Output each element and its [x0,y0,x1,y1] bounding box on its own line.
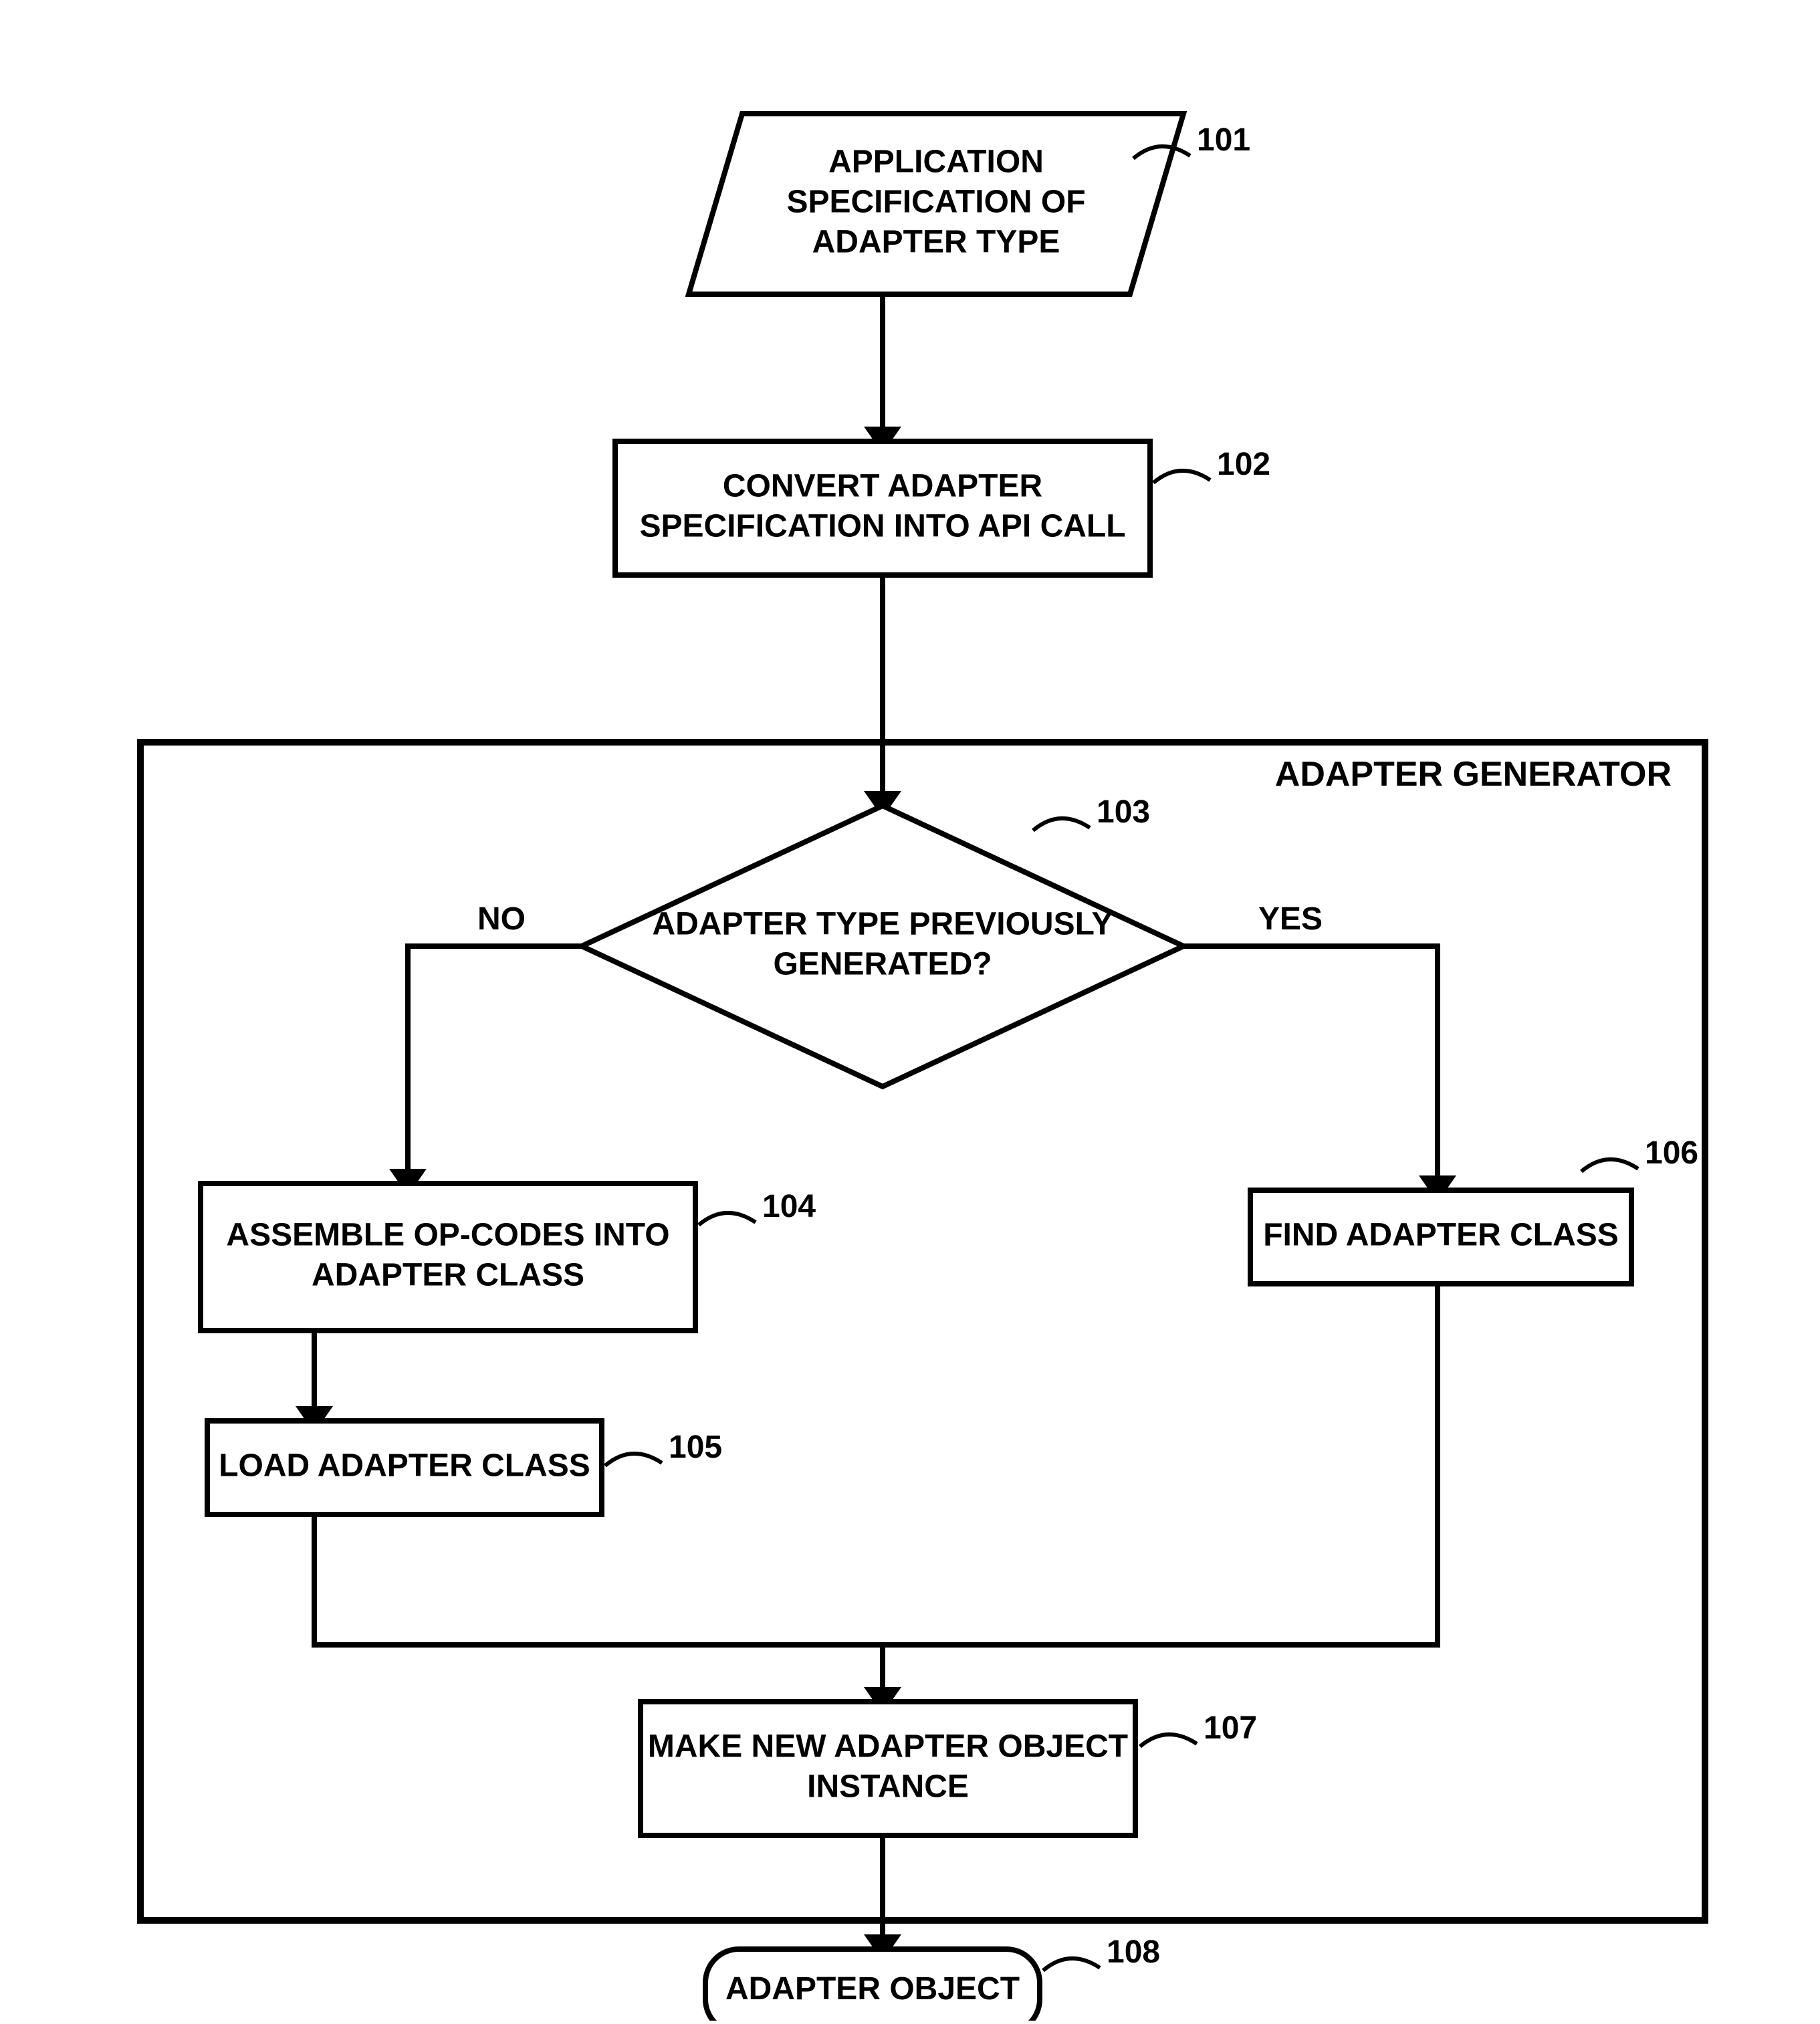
ref-label-n103: 103 [1097,794,1150,830]
ref-leader-n105 [605,1454,662,1466]
node-text-n101: SPECIFICATION OF [786,185,1085,220]
ref-leader-n103 [1033,818,1090,830]
ref-label-n105: 105 [669,1430,722,1465]
ref-label-n108: 108 [1107,1934,1160,1970]
node-text-n107: MAKE NEW ADAPTER OBJECT [648,1729,1128,1765]
node-text-n103: ADAPTER TYPE PREVIOUSLY [652,907,1113,942]
node-text-n108: ADAPTER OBJECT [725,1971,1020,2007]
node-text-n107: INSTANCE [807,1769,969,1805]
node-text-n102: SPECIFICATION INTO API CALL [639,509,1125,544]
node-text-n102: CONVERT ADAPTER [723,469,1042,504]
ref-leader-n108 [1043,1958,1100,1971]
edge-label-n103-n104: NO [477,901,526,937]
ref-leader-n104 [699,1213,756,1225]
ref-leader-n107 [1140,1734,1197,1747]
edge-n106-n107 [883,1284,1438,1702]
ref-label-n107: 107 [1204,1710,1257,1746]
node-text-n106: FIND ADAPTER CLASS [1263,1218,1619,1253]
node-text-n101: ADAPTER TYPE [812,225,1060,260]
ref-label-n102: 102 [1217,447,1270,482]
ref-leader-n106 [1581,1159,1638,1171]
node-text-n104: ADAPTER CLASS [312,1258,584,1293]
node-text-n101: APPLICATION [828,144,1044,180]
node-text-n103: GENERATED? [773,947,992,982]
ref-label-n104: 104 [762,1189,816,1224]
edge-label-n103-n106: YES [1258,901,1323,937]
ref-label-n101: 101 [1197,122,1250,158]
edge-n103-n104 [408,946,582,1184]
ref-leader-n102 [1153,471,1210,483]
edge-n105-n107 [314,1514,883,1702]
node-text-n105: LOAD ADAPTER CLASS [219,1448,590,1484]
ref-label-n106: 106 [1645,1135,1698,1171]
edge-n103-n106 [1183,946,1438,1190]
container-title: ADAPTER GENERATOR [1275,755,1672,794]
node-text-n104: ASSEMBLE OP-CODES INTO [226,1218,669,1253]
